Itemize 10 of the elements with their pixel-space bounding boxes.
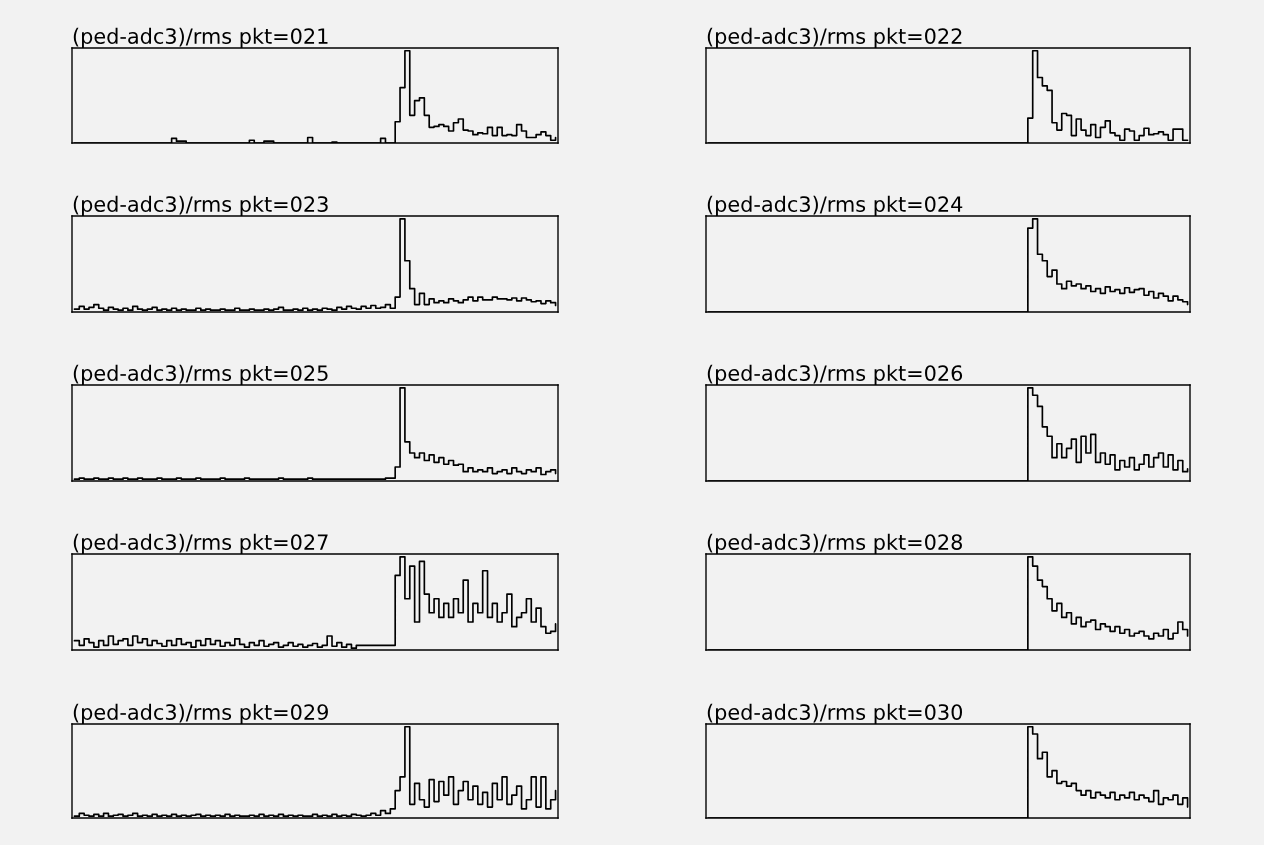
chart-title: (ped-adc3)/rms pkt=024: [707, 195, 963, 216]
chart-title: (ped-adc3)/rms pkt=030: [707, 703, 963, 724]
chart-title: (ped-adc3)/rms pkt=027: [73, 533, 328, 554]
chart-title: (ped-adc3)/rms pkt=023: [73, 195, 328, 216]
chart-title: (ped-adc3)/rms pkt=026: [707, 364, 963, 385]
chart-title: (ped-adc3)/rms pkt=029: [73, 703, 328, 724]
chart-title: (ped-adc3)/rms pkt=028: [707, 533, 962, 554]
chart-title: (ped-adc3)/rms pkt=021: [73, 27, 328, 48]
chart-title: (ped-adc3)/rms pkt=025: [73, 364, 328, 385]
chart-title: (ped-adc3)/rms pkt=022: [707, 27, 962, 48]
